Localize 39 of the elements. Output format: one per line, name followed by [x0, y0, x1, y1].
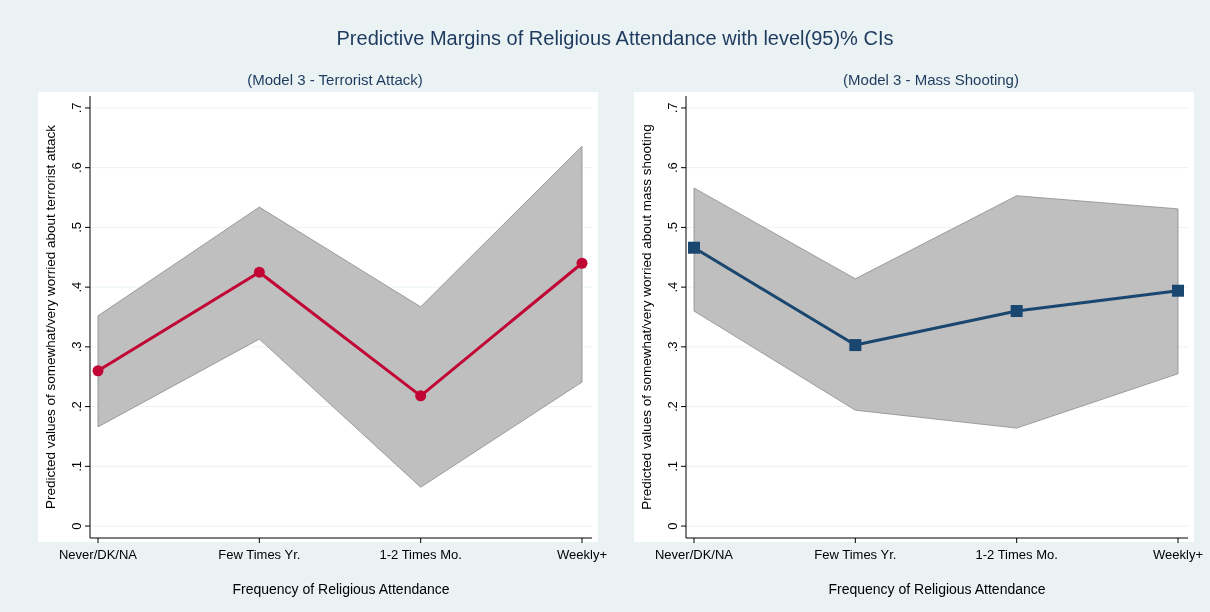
point: [92, 365, 104, 377]
point: [688, 241, 700, 254]
x-tick-label: Few Times Yr.: [814, 547, 897, 562]
y-tick-label: .1: [665, 460, 680, 472]
chart-subtitle: (Model 3 - Mass Shooting): [843, 71, 1019, 88]
y-tick-label: .7: [69, 102, 84, 114]
x-tick-label: Weekly+: [557, 547, 607, 562]
y-tick-label: .7: [665, 102, 680, 114]
x-axis-title: Frequency of Religious Attendance: [232, 581, 450, 597]
point: [576, 257, 588, 269]
y-tick-label: .6: [69, 162, 84, 174]
y-tick-label: .1: [69, 460, 84, 472]
y-tick-label: .3: [665, 341, 680, 353]
x-tick-label: Few Times Yr.: [218, 547, 301, 562]
y-tick-label: .5: [69, 221, 84, 233]
point: [415, 390, 427, 402]
y-tick-label: .3: [69, 341, 84, 353]
x-tick-label: Weekly+: [1153, 547, 1203, 562]
x-axis-title: Frequency of Religious Attendance: [828, 581, 1046, 597]
y-tick-label: .2: [69, 401, 84, 413]
y-tick-label: .5: [665, 221, 680, 233]
y-axis-title: Predicted values of somewhat/very worried about terrorist attack: [43, 124, 58, 510]
y-tick-label: .2: [665, 401, 680, 413]
y-tick-label: 0: [69, 522, 84, 530]
x-tick-label: Never/DK/NA: [654, 547, 734, 562]
x-tick-label: 1-2 Times Mo.: [379, 547, 462, 562]
y-tick-label: .6: [665, 162, 680, 174]
chart-subtitle: (Model 3 - Terrorist Attack): [247, 71, 423, 88]
x-tick-label: Never/DK/NA: [58, 547, 138, 562]
point: [1010, 305, 1023, 318]
y-tick-label: .4: [665, 281, 680, 293]
point: [1172, 284, 1184, 297]
chart-title: Predictive Margins of Religious Attendance with level(95)% CIs: [336, 27, 894, 49]
point: [253, 266, 265, 278]
y-tick-label: .4: [69, 281, 84, 293]
point: [849, 339, 862, 352]
y-axis-title: Predicted values of somewhat/very worried about mass shooting: [639, 124, 654, 510]
x-tick-label: 1-2 Times Mo.: [975, 547, 1058, 562]
y-tick-label: 0: [665, 522, 680, 530]
